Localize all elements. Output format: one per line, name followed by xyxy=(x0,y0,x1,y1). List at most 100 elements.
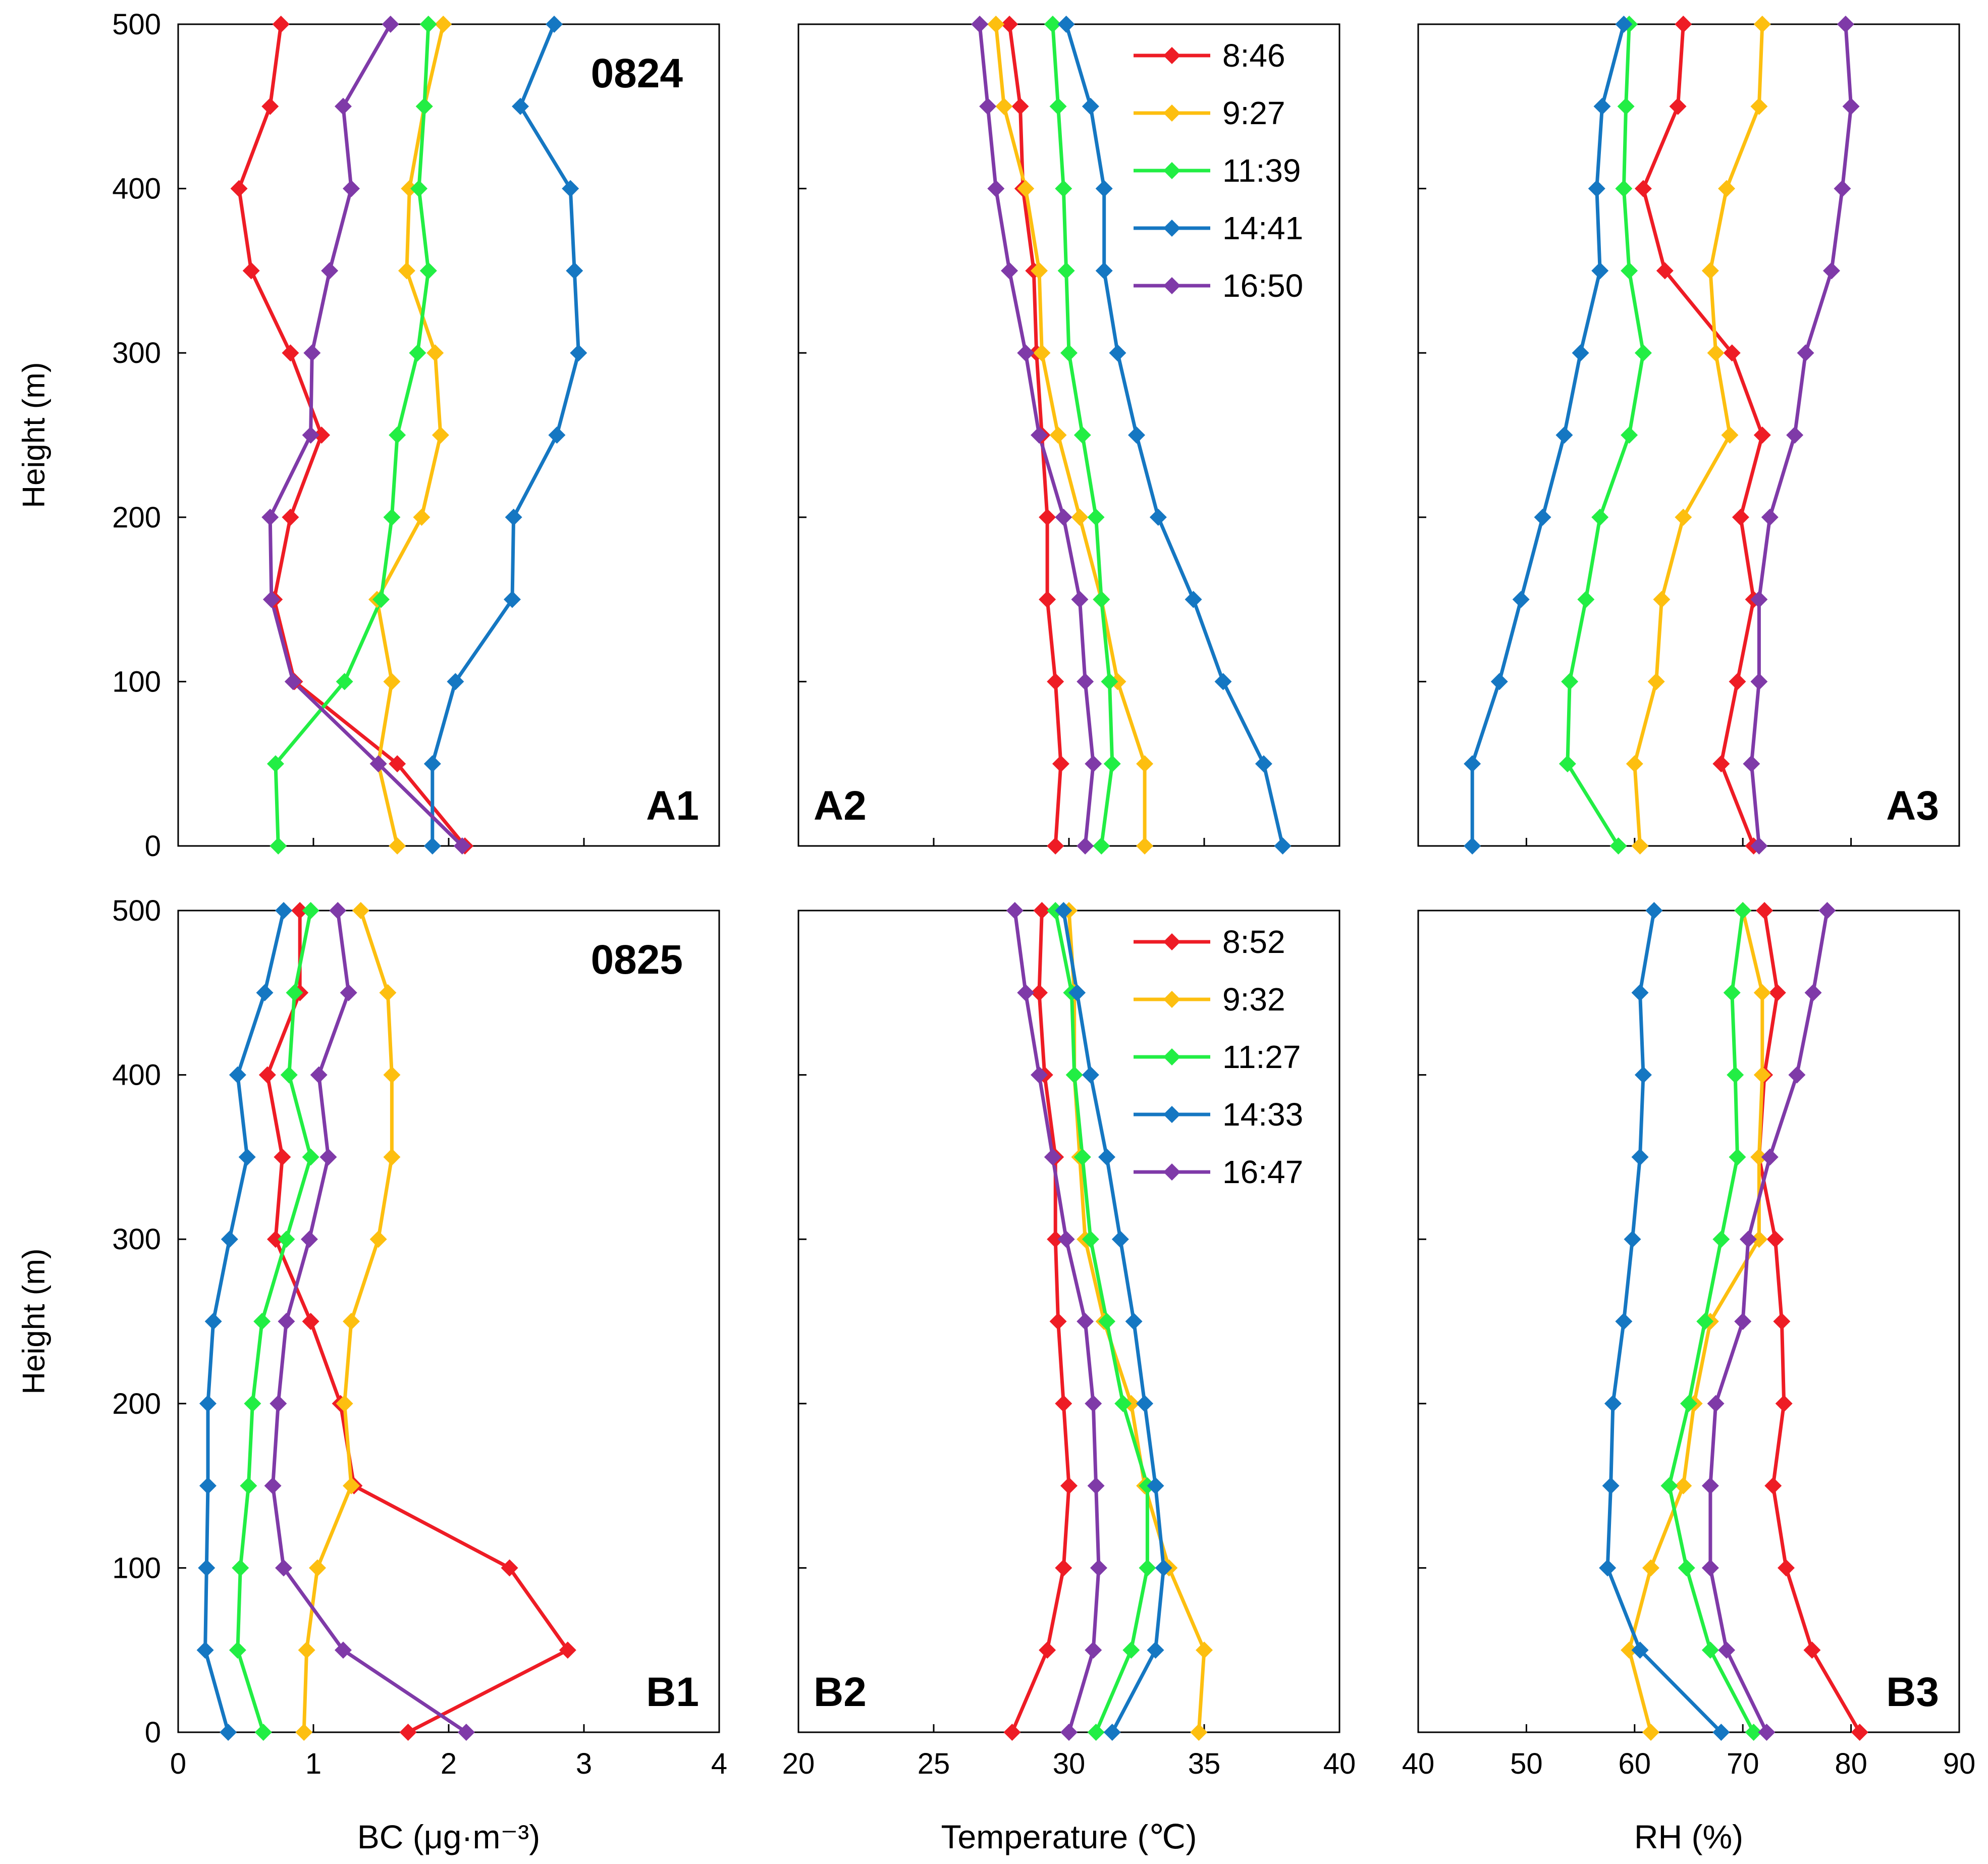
chart-2-point-11:39-2 xyxy=(1561,673,1579,690)
chart-1-point-11:39-4 xyxy=(1087,508,1105,526)
chart-1-legend-label-4: 16:50 xyxy=(1222,268,1303,304)
chart-4: 20 25 30 35 40 Temperature (℃) B2 8:52 9:32 11:27… xyxy=(782,902,1356,1855)
chart-0-point-8:46-1 xyxy=(389,755,406,773)
chart-4-xtick-label-3: 35 xyxy=(1188,1747,1221,1780)
chart-4-xtick-label-4: 40 xyxy=(1323,1747,1356,1780)
chart-0-point-11:39-2 xyxy=(336,673,353,690)
chart-4-point-14:33-4 xyxy=(1136,1395,1154,1412)
chart-1-point-11:39-5 xyxy=(1073,427,1091,444)
chart-2-point-8:46-4 xyxy=(1732,508,1749,526)
chart-5-point-11:27-9 xyxy=(1723,984,1741,1001)
chart-3-point-11:27-3 xyxy=(240,1477,257,1495)
chart-3-point-16:47-2 xyxy=(275,1559,293,1577)
chart-5: 40 50 60 70 80 90 RH (%) B3 xyxy=(1402,902,1975,1855)
chart-4-point-14:33-6 xyxy=(1111,1231,1129,1248)
chart-4-point-8:52-1 xyxy=(1039,1641,1056,1659)
chart-1-point-16:50-8 xyxy=(987,180,1005,197)
chart-5-point-9:32-0 xyxy=(1642,1724,1659,1741)
chart-4-point-16:47-7 xyxy=(1044,1148,1061,1166)
chart-2-point-16:50-3 xyxy=(1750,591,1768,608)
chart-2-point-14:41-8 xyxy=(1588,180,1605,197)
chart-5-point-9:32-8 xyxy=(1753,1066,1771,1084)
chart-2-point-9:27-4 xyxy=(1675,508,1692,526)
chart-1-legend-marker-0 xyxy=(1163,47,1180,64)
chart-3-xtick-label-0: 0 xyxy=(170,1747,186,1780)
chart-1-legend-label-1: 9:27 xyxy=(1222,95,1285,131)
chart-3-point-9:32-1 xyxy=(298,1641,315,1659)
chart-3-point-9:32-4 xyxy=(336,1395,353,1412)
chart-5-xtick-label-3: 70 xyxy=(1727,1747,1759,1780)
chart-5-point-14:33-2 xyxy=(1599,1559,1617,1577)
chart-3-point-8:52-6 xyxy=(266,1231,284,1248)
chart-0-series-line-8:46 xyxy=(237,24,466,847)
chart-5-point-16:47-10 xyxy=(1818,902,1836,919)
chart-1-point-11:39-9 xyxy=(1049,97,1067,115)
chart-0-point-8:46-5 xyxy=(313,427,331,444)
chart-1-point-11:39-1 xyxy=(1103,755,1121,773)
chart-1-point-14:41-0 xyxy=(1274,837,1292,855)
chart-4-point-16:47-10 xyxy=(1006,902,1024,919)
chart-0-point-16:50-8 xyxy=(343,180,360,197)
chart-5-point-8:52-10 xyxy=(1756,902,1774,919)
chart-1-point-14:41-7 xyxy=(1095,262,1113,280)
chart-3-series-line-11:27 xyxy=(236,910,313,1733)
chart-0-point-16:50-0 xyxy=(453,837,471,855)
chart-1-point-16:50-6 xyxy=(1017,344,1035,362)
chart-3-ytick-label-4: 400 xyxy=(112,1059,161,1092)
chart-1-point-9:27-1 xyxy=(1136,755,1154,773)
chart-0-panel-label: A1 xyxy=(646,783,699,829)
chart-2-point-14:41-10 xyxy=(1615,16,1633,33)
chart-1-legend-marker-3 xyxy=(1163,220,1180,237)
chart-3-point-14:33-1 xyxy=(196,1641,214,1659)
chart-5-panel-label: B3 xyxy=(1886,1669,1939,1715)
chart-0-date-label: 0824 xyxy=(591,50,683,96)
chart-2-point-16:50-4 xyxy=(1761,508,1779,526)
chart-3-ytick-label-2: 200 xyxy=(112,1388,161,1420)
chart-5-point-14:33-9 xyxy=(1631,984,1649,1001)
chart-2-point-8:46-7 xyxy=(1656,262,1674,280)
chart-1-plot-frame xyxy=(797,23,1340,847)
chart-1-point-8:46-1 xyxy=(1052,755,1069,773)
chart-2-point-8:46-10 xyxy=(1675,16,1692,33)
chart-4-legend-marker-1 xyxy=(1163,991,1180,1008)
chart-2-point-16:50-1 xyxy=(1743,755,1760,773)
chart-0-ytick-label-0: 0 xyxy=(145,830,161,863)
chart-2-point-8:46-6 xyxy=(1723,344,1741,362)
chart-4-legend-label-2: 11:27 xyxy=(1222,1039,1301,1075)
chart-2-point-11:39-0 xyxy=(1609,837,1627,855)
chart-5-series-line-16:47 xyxy=(1708,910,1829,1733)
chart-5-point-8:52-2 xyxy=(1777,1559,1795,1577)
chart-3-point-11:27-10 xyxy=(302,902,319,919)
chart-1-point-8:46-3 xyxy=(1039,591,1056,608)
chart-5-plot-frame xyxy=(1417,910,1960,1733)
chart-3-point-16:47-7 xyxy=(319,1148,337,1166)
chart-0-point-16:50-3 xyxy=(262,591,280,608)
chart-5-point-9:32-1 xyxy=(1621,1641,1638,1659)
chart-3-point-11:27-1 xyxy=(229,1641,246,1659)
chart-2-point-9:27-9 xyxy=(1750,97,1768,115)
chart-4-point-11:27-2 xyxy=(1139,1559,1156,1577)
chart-2-point-8:46-1 xyxy=(1712,755,1730,773)
chart-5-point-11:27-5 xyxy=(1696,1313,1714,1330)
chart-2-point-8:46-5 xyxy=(1753,427,1771,444)
chart-0-point-16:50-5 xyxy=(302,427,319,444)
chart-4-legend-label-3: 14:33 xyxy=(1222,1096,1303,1133)
chart-5-point-8:52-1 xyxy=(1803,1641,1821,1659)
chart-4-legend-marker-2 xyxy=(1163,1048,1180,1066)
chart-1-point-11:39-6 xyxy=(1060,344,1078,362)
chart-2-point-14:41-6 xyxy=(1572,344,1589,362)
chart-3-point-14:33-9 xyxy=(256,984,274,1001)
chart-2-point-11:39-3 xyxy=(1577,591,1595,608)
chart-3-point-8:52-0 xyxy=(399,1724,417,1741)
chart-5-point-14:33-0 xyxy=(1712,1724,1730,1741)
chart-5-point-8:52-5 xyxy=(1773,1313,1791,1330)
chart-4-point-14:33-10 xyxy=(1055,902,1072,919)
chart-2-point-9:27-6 xyxy=(1707,344,1725,362)
chart-2-plot-frame xyxy=(1417,23,1960,847)
chart-2-point-16:50-5 xyxy=(1786,427,1804,444)
chart-2-point-16:50-8 xyxy=(1834,180,1851,197)
chart-4-xlabel: Temperature (℃) xyxy=(941,1818,1197,1855)
chart-2-point-14:41-2 xyxy=(1490,673,1508,690)
chart-4-point-8:52-2 xyxy=(1055,1559,1072,1577)
chart-1-legend-label-0: 8:46 xyxy=(1222,37,1285,74)
